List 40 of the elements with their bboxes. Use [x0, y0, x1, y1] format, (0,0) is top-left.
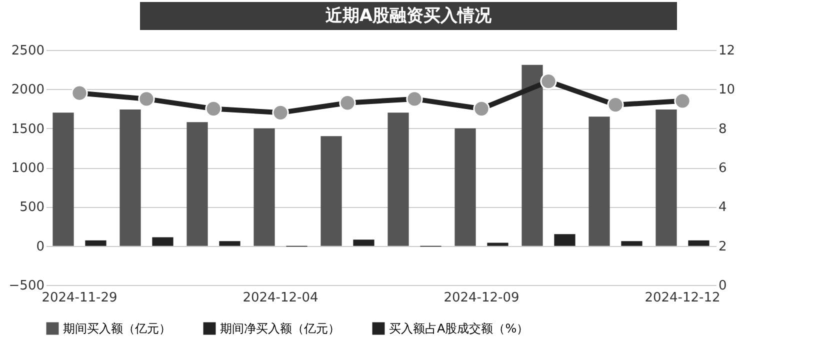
x-tick-label: 2024-12-12: [644, 290, 720, 306]
bar: [85, 240, 106, 246]
bar: [588, 116, 610, 246]
bar: [152, 237, 174, 246]
bar: [554, 234, 576, 246]
bar: [454, 128, 476, 246]
y-tick-label: −500: [8, 278, 44, 294]
y-tick-label: 2000: [11, 82, 44, 98]
legend-label: 买入额占A股成交额（%）: [389, 322, 529, 336]
bar: [320, 136, 342, 246]
x-tick-label: 2024-11-29: [42, 290, 118, 306]
y-tick-label: 2500: [11, 44, 44, 58]
bar: [656, 110, 677, 246]
y2-tick-label: 0: [718, 278, 727, 294]
x-tick-label: 2024-12-04: [242, 290, 318, 306]
bar: [522, 64, 543, 246]
y2-tick-label: 12: [718, 44, 736, 58]
y-tick-label: 1000: [11, 161, 44, 176]
chart-title: 近期A股融资买入情况: [140, 2, 677, 30]
y-tick-label: 500: [20, 200, 44, 216]
y2-tick-label: 8: [718, 122, 727, 137]
bar: [388, 112, 409, 246]
bar: [219, 241, 240, 246]
y-tick-label: 0: [36, 239, 44, 254]
bar: [487, 242, 508, 246]
bar: [621, 241, 642, 246]
legend-label: 期间买入额（亿元）: [63, 322, 171, 336]
bar: [120, 110, 141, 246]
bar: [186, 122, 208, 246]
bar: [353, 240, 374, 246]
y-tick-label: 1500: [11, 122, 44, 137]
y2-tick-label: 2: [718, 239, 727, 254]
y2-tick-label: 10: [718, 82, 736, 98]
bar: [52, 112, 74, 246]
bar: [688, 240, 710, 246]
legend-label: 期间净买入额（亿元）: [220, 322, 340, 336]
bar: [254, 128, 275, 246]
x-tick-label: 2024-12-09: [444, 290, 520, 306]
y2-tick-label: 4: [718, 200, 727, 216]
y2-tick-label: 6: [718, 161, 727, 176]
